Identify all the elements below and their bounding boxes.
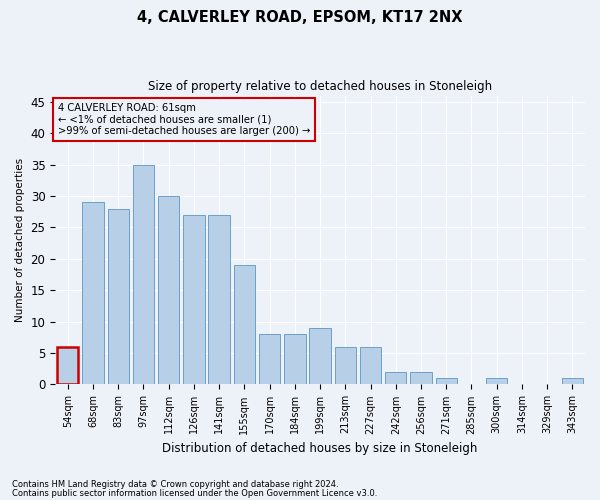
Text: 4 CALVERLEY ROAD: 61sqm
← <1% of detached houses are smaller (1)
>99% of semi-de: 4 CALVERLEY ROAD: 61sqm ← <1% of detache… (58, 103, 310, 136)
Title: Size of property relative to detached houses in Stoneleigh: Size of property relative to detached ho… (148, 80, 492, 93)
Bar (410, 372, 432, 384)
Bar (284, 334, 305, 384)
Bar (82, 202, 104, 384)
X-axis label: Distribution of detached houses by size in Stoneleigh: Distribution of detached houses by size … (163, 442, 478, 455)
Bar (385, 372, 406, 384)
Bar (335, 347, 356, 385)
Bar (158, 196, 179, 384)
Bar (562, 378, 583, 384)
Bar (183, 215, 205, 384)
Bar (133, 164, 154, 384)
Bar (310, 328, 331, 384)
Bar (233, 265, 255, 384)
Bar (436, 378, 457, 384)
Bar (208, 215, 230, 384)
Bar (259, 334, 280, 384)
Bar (360, 347, 381, 385)
Text: Contains HM Land Registry data © Crown copyright and database right 2024.: Contains HM Land Registry data © Crown c… (12, 480, 338, 489)
Bar (57, 347, 79, 385)
Text: 4, CALVERLEY ROAD, EPSOM, KT17 2NX: 4, CALVERLEY ROAD, EPSOM, KT17 2NX (137, 10, 463, 25)
Bar (107, 208, 129, 384)
Bar (486, 378, 508, 384)
Y-axis label: Number of detached properties: Number of detached properties (15, 158, 25, 322)
Text: Contains public sector information licensed under the Open Government Licence v3: Contains public sector information licen… (12, 489, 377, 498)
